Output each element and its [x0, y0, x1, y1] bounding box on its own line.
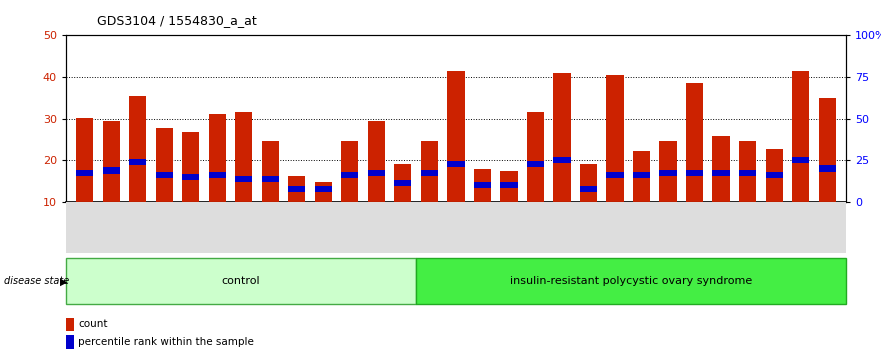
Bar	[792, 71, 810, 202]
Bar	[156, 128, 173, 202]
FancyBboxPatch shape	[416, 258, 846, 304]
Text: count: count	[78, 319, 107, 329]
Bar	[500, 182, 517, 188]
Bar	[66, 335, 74, 349]
Bar	[182, 174, 199, 180]
Bar	[580, 186, 597, 193]
Bar	[633, 150, 650, 202]
Bar	[739, 170, 756, 176]
Bar	[606, 75, 624, 202]
Bar	[713, 136, 729, 202]
Text: GDS3104 / 1554830_a_at: GDS3104 / 1554830_a_at	[97, 14, 256, 27]
Bar	[102, 167, 120, 174]
Bar	[580, 164, 597, 202]
Bar	[395, 180, 411, 186]
Bar	[633, 172, 650, 178]
Bar	[209, 114, 226, 202]
Bar	[713, 170, 729, 176]
Text: insulin-resistant polycystic ovary syndrome: insulin-resistant polycystic ovary syndr…	[509, 276, 751, 286]
Bar	[474, 169, 491, 202]
Bar	[739, 142, 756, 202]
Text: ▶: ▶	[60, 276, 68, 286]
Bar	[448, 161, 464, 167]
Bar	[341, 142, 359, 202]
Bar	[553, 157, 571, 163]
Bar	[129, 159, 146, 165]
Bar	[686, 170, 703, 176]
Bar	[527, 112, 544, 202]
Bar	[288, 176, 306, 202]
Bar	[500, 171, 517, 202]
Bar	[288, 186, 306, 193]
Bar	[235, 112, 252, 202]
Bar	[421, 142, 438, 202]
Bar	[766, 149, 783, 202]
Bar	[76, 170, 93, 176]
Bar	[686, 83, 703, 202]
Bar	[66, 318, 74, 331]
Bar	[129, 96, 146, 202]
Bar	[315, 182, 332, 202]
Bar	[182, 132, 199, 202]
Bar	[102, 121, 120, 202]
Bar	[76, 118, 93, 202]
Bar	[156, 172, 173, 178]
Bar	[818, 98, 836, 202]
Bar	[315, 186, 332, 193]
Bar	[262, 142, 279, 202]
FancyBboxPatch shape	[66, 258, 416, 304]
Text: disease state: disease state	[4, 276, 70, 286]
Bar	[209, 172, 226, 178]
Bar	[553, 73, 571, 202]
Bar	[395, 164, 411, 202]
Bar	[367, 121, 385, 202]
Bar	[606, 172, 624, 178]
Text: percentile rank within the sample: percentile rank within the sample	[78, 337, 255, 347]
Bar	[448, 71, 464, 202]
Bar	[367, 170, 385, 176]
Bar	[660, 170, 677, 176]
Bar	[341, 172, 359, 178]
Bar	[660, 142, 677, 202]
Bar	[818, 165, 836, 172]
Bar	[262, 176, 279, 182]
Bar	[235, 176, 252, 182]
Bar	[474, 182, 491, 188]
Bar	[421, 170, 438, 176]
Text: control: control	[221, 276, 260, 286]
Bar	[527, 161, 544, 167]
Bar	[766, 172, 783, 178]
Bar	[792, 157, 810, 163]
